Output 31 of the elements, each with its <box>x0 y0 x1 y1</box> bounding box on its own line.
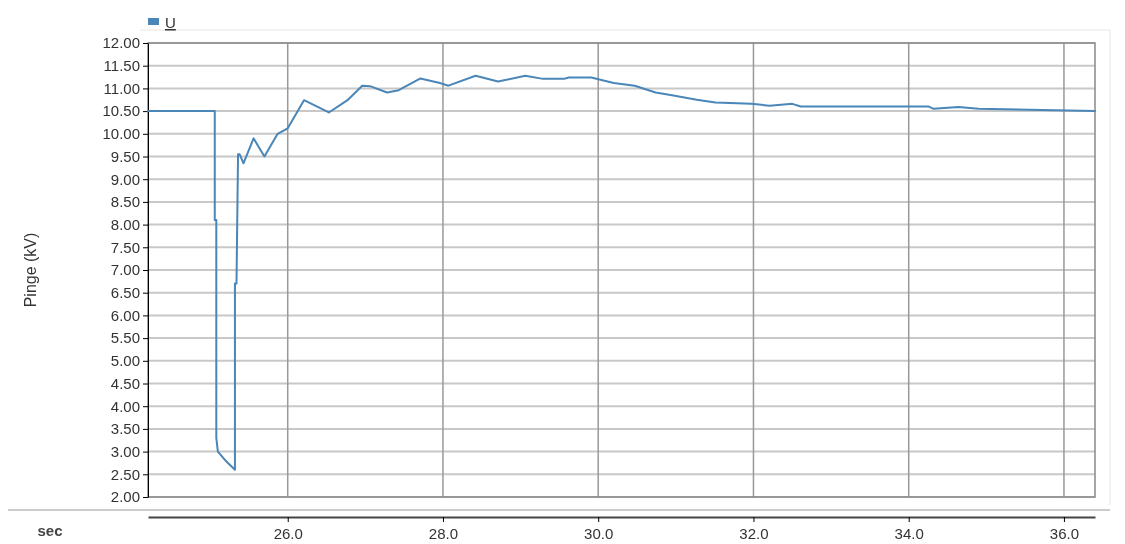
y-tick-label: 9.50 <box>110 147 140 165</box>
y-tick-label: 3.50 <box>110 420 140 438</box>
y-tick-label: 6.50 <box>110 284 140 301</box>
y-tick-label: 11.00 <box>103 79 140 97</box>
legend-label: U <box>165 14 176 31</box>
y-tick-label: 4.00 <box>110 397 140 415</box>
x-tick-label: 28.0 <box>428 524 459 542</box>
y-tick-label: 8.00 <box>110 215 140 233</box>
x-axis-title: sec <box>37 522 63 539</box>
y-axis-title: Pinge (kV) <box>22 232 39 308</box>
y-tick-label: 9.00 <box>110 170 140 188</box>
x-tick-label: 36.0 <box>1049 524 1080 542</box>
x-tick-label: 26.0 <box>273 524 303 542</box>
line-series <box>147 74 1096 471</box>
y-tick-label: 12.00 <box>102 34 140 52</box>
y-tick-label: 5.50 <box>110 329 140 347</box>
x-tick-label: 34.0 <box>894 524 924 542</box>
y-tick-label: 5.00 <box>110 352 140 370</box>
y-tick-label: 2.50 <box>110 465 140 483</box>
x-tick-label: 30.0 <box>584 524 614 542</box>
y-tick-label: 7.00 <box>110 261 140 279</box>
y-tick-label: 11.50 <box>103 57 140 74</box>
y-tick-label: 8.50 <box>110 193 140 211</box>
x-tick-label: 32.0 <box>739 524 769 542</box>
y-tick-label: 6.00 <box>110 306 140 324</box>
y-tick-label: 10.50 <box>102 102 140 120</box>
y-tick-label: 10.00 <box>102 125 140 143</box>
y-tick-label: 4.50 <box>110 374 140 392</box>
y-tick-label: 7.50 <box>110 238 140 256</box>
y-tick-label: 3.00 <box>110 442 140 460</box>
y-tick-label: 2.00 <box>110 488 140 506</box>
